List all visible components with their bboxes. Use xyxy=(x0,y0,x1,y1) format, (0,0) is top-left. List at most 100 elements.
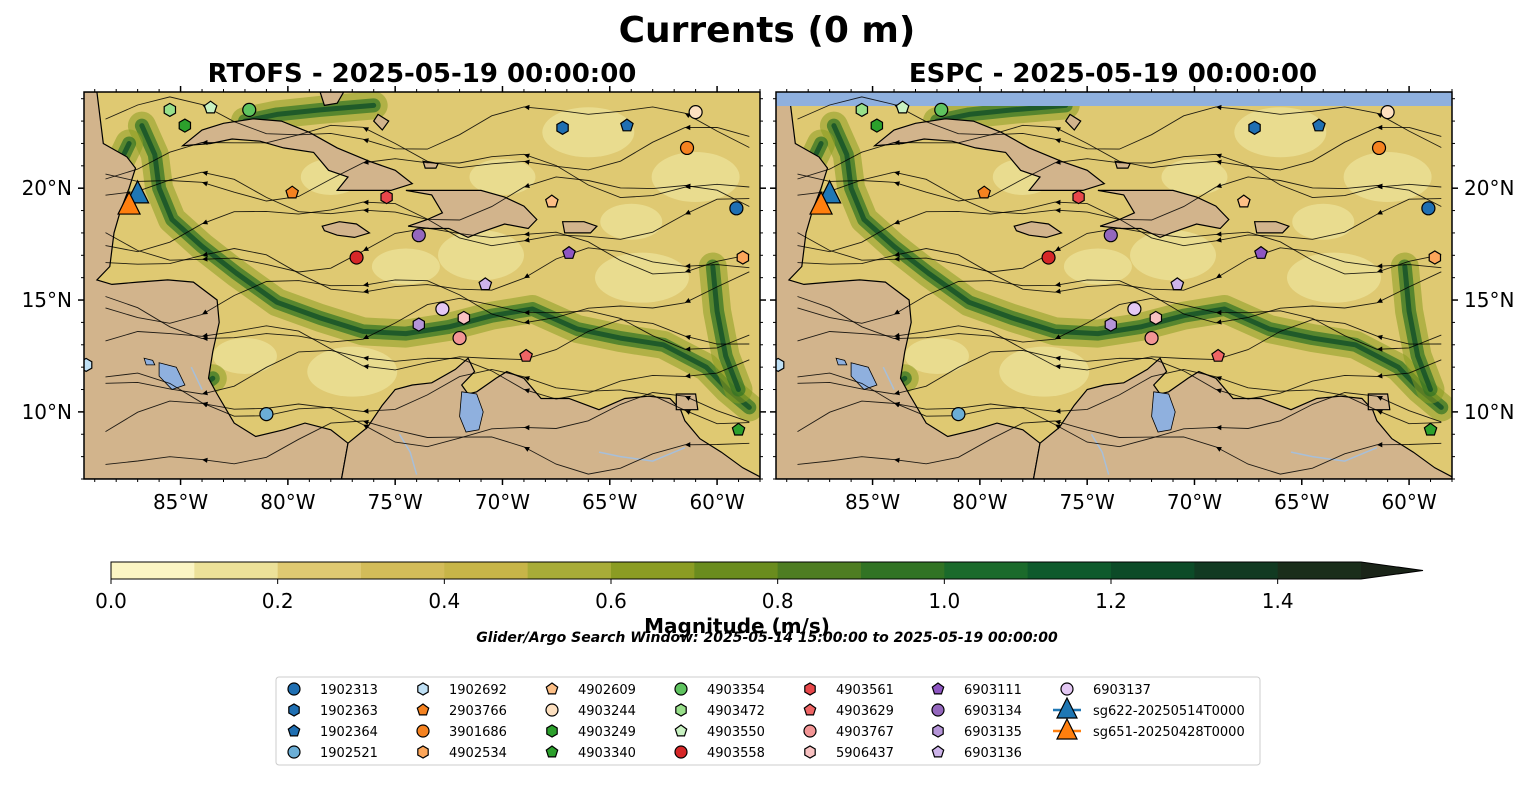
y-tick-label: 15°N xyxy=(1464,288,1514,312)
legend-entry: 4903244 xyxy=(545,703,636,719)
x-tick-label: 85°W xyxy=(153,490,208,514)
streamline-arrow xyxy=(1215,446,1222,452)
colorbar-outline xyxy=(110,561,1424,580)
streamline-arrow xyxy=(202,335,208,342)
legend-swatch-4903561 xyxy=(804,682,816,696)
streamline-arrow xyxy=(202,219,209,225)
legend-entry: sg651-20250428T0000 xyxy=(1053,717,1245,740)
float-marker-1902692 xyxy=(776,357,785,373)
streamline-arrow xyxy=(523,319,530,325)
legend-entry: 6903136 xyxy=(931,745,1022,761)
float-marker-1902364 xyxy=(620,118,634,132)
streamline-arrow xyxy=(1376,184,1383,190)
streamline xyxy=(105,319,750,371)
legend-entry: 4903340 xyxy=(545,745,636,761)
legend-entry: 4902609 xyxy=(545,682,636,698)
streamline xyxy=(797,153,1442,202)
legend-label: 1902363 xyxy=(320,704,378,719)
float-marker-4903561 xyxy=(380,189,393,205)
float-marker-6903134 xyxy=(411,228,426,243)
streamline xyxy=(797,349,1442,400)
streamline-arrow xyxy=(684,184,691,190)
legend-swatch-6903136 xyxy=(931,745,945,758)
streamline xyxy=(105,392,750,448)
streamline-arrow xyxy=(362,159,369,165)
streamline-arrow xyxy=(362,408,369,414)
legend-swatch-4903340 xyxy=(545,745,559,758)
streamline-arrow xyxy=(523,231,530,237)
lake-managua xyxy=(143,357,156,366)
legend-swatch-3901686 xyxy=(416,724,430,738)
legend-entry: 4903767 xyxy=(803,724,894,740)
legend-swatch-1902363 xyxy=(288,703,300,717)
streamline-arrow xyxy=(1376,298,1383,303)
lake-maracaibo xyxy=(459,391,484,433)
colorbar: 0.0 0.2 0.4 0.6 0.8 1.0 1.2 1.4 Magnitude (m/s) xyxy=(95,561,1424,638)
legend-label: 1902521 xyxy=(320,746,378,761)
legend-label: 6903111 xyxy=(964,683,1022,698)
float-marker-4903767 xyxy=(452,330,467,346)
x-tick-label: 65°W xyxy=(582,490,637,514)
float-marker-6903137 xyxy=(1127,301,1142,317)
legend-swatch-1902364 xyxy=(287,724,301,737)
float-marker-4903244 xyxy=(688,105,703,120)
colorbar-bin xyxy=(194,562,279,579)
legend-swatch-1902692 xyxy=(417,682,429,696)
colorbar-bin xyxy=(1111,562,1195,579)
land-cuba xyxy=(180,118,414,191)
streamline-arrow xyxy=(1376,409,1383,415)
legend-entry: 4903561 xyxy=(804,682,894,698)
streamline-arrow xyxy=(1215,388,1222,394)
espc-speed-field xyxy=(776,92,1452,438)
streamline-arrow xyxy=(1054,419,1061,425)
float-marker-6903136 xyxy=(478,277,493,291)
colorbar-bin xyxy=(1027,562,1112,579)
float-marker-1902692 xyxy=(84,357,93,373)
float-marker-1902363 xyxy=(1248,120,1261,135)
legend: 1902313 1902363 1902364 1902521 1902692 29037… xyxy=(275,676,1261,766)
lake-maracaibo xyxy=(1151,391,1176,433)
streamline-arrow xyxy=(1376,396,1383,401)
streamline-arrow xyxy=(202,251,208,257)
x-tick-label: 75°W xyxy=(368,490,423,514)
legend-label: 6903134 xyxy=(964,704,1022,719)
streamline-arrow xyxy=(684,334,691,340)
streamline-arrow xyxy=(1376,124,1383,131)
float-marker-1902313 xyxy=(1421,201,1436,216)
streamline-arrow xyxy=(684,396,691,401)
rtofs-frame xyxy=(83,91,761,480)
legend-swatch-4903354 xyxy=(674,682,688,696)
legend-label: 4903550 xyxy=(707,725,765,740)
float-marker-4903629 xyxy=(1211,348,1226,362)
y-tick-label: 20°N xyxy=(22,176,72,200)
streamline-arrow xyxy=(202,256,208,262)
streamline xyxy=(105,153,750,202)
legend-label: 6903137 xyxy=(1093,683,1151,698)
streamline-arrow xyxy=(1054,246,1061,252)
legend-entry: 3901686 xyxy=(416,724,507,740)
x-tick-label: 80°W xyxy=(260,490,315,514)
legend-swatch-4903550 xyxy=(674,724,688,737)
colorbar-bin xyxy=(694,562,779,579)
legend-label: 4903629 xyxy=(836,704,894,719)
streamline-arrow xyxy=(1054,207,1061,214)
streamline-arrow xyxy=(1054,199,1061,205)
land-jamaica xyxy=(321,221,371,239)
colorbar-tick-label: 0.2 xyxy=(262,589,294,613)
x-tick-label: 65°W xyxy=(1274,490,1329,514)
lake-nicaragua xyxy=(158,362,186,390)
colorbar-bins xyxy=(110,561,1424,580)
legend-entry: 1902313 xyxy=(287,682,378,698)
glider-marker-sg651-20250428T0000 xyxy=(809,190,834,215)
float-marker-4903561 xyxy=(1072,189,1085,205)
streamline-arrow xyxy=(1054,408,1061,414)
legend-label: 1902692 xyxy=(449,683,507,698)
streamline-arrow xyxy=(362,424,369,430)
y-tick-label: 10°N xyxy=(22,400,72,424)
legend-label: sg622-20250514T0000 xyxy=(1093,704,1245,719)
legend-swatch-1902521 xyxy=(287,745,301,759)
rtofs-axes: 85°W 80°W 75°W 70°W 65°W 60°W 10°N 15°N 20°N xyxy=(22,86,766,514)
streamline-arrow xyxy=(894,139,900,146)
legend-label: 1902364 xyxy=(320,725,378,740)
float-marker-4902609 xyxy=(544,194,559,208)
